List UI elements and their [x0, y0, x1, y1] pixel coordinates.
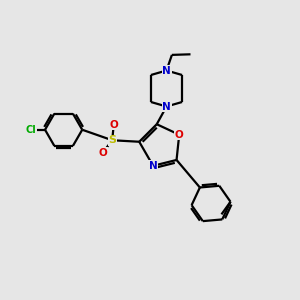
Text: N: N	[162, 101, 171, 112]
Text: Cl: Cl	[25, 125, 36, 135]
Text: O: O	[175, 130, 184, 140]
Text: N: N	[162, 65, 171, 76]
Text: O: O	[110, 120, 118, 130]
Text: S: S	[108, 135, 116, 145]
Text: N: N	[149, 161, 158, 171]
Text: O: O	[98, 148, 107, 158]
